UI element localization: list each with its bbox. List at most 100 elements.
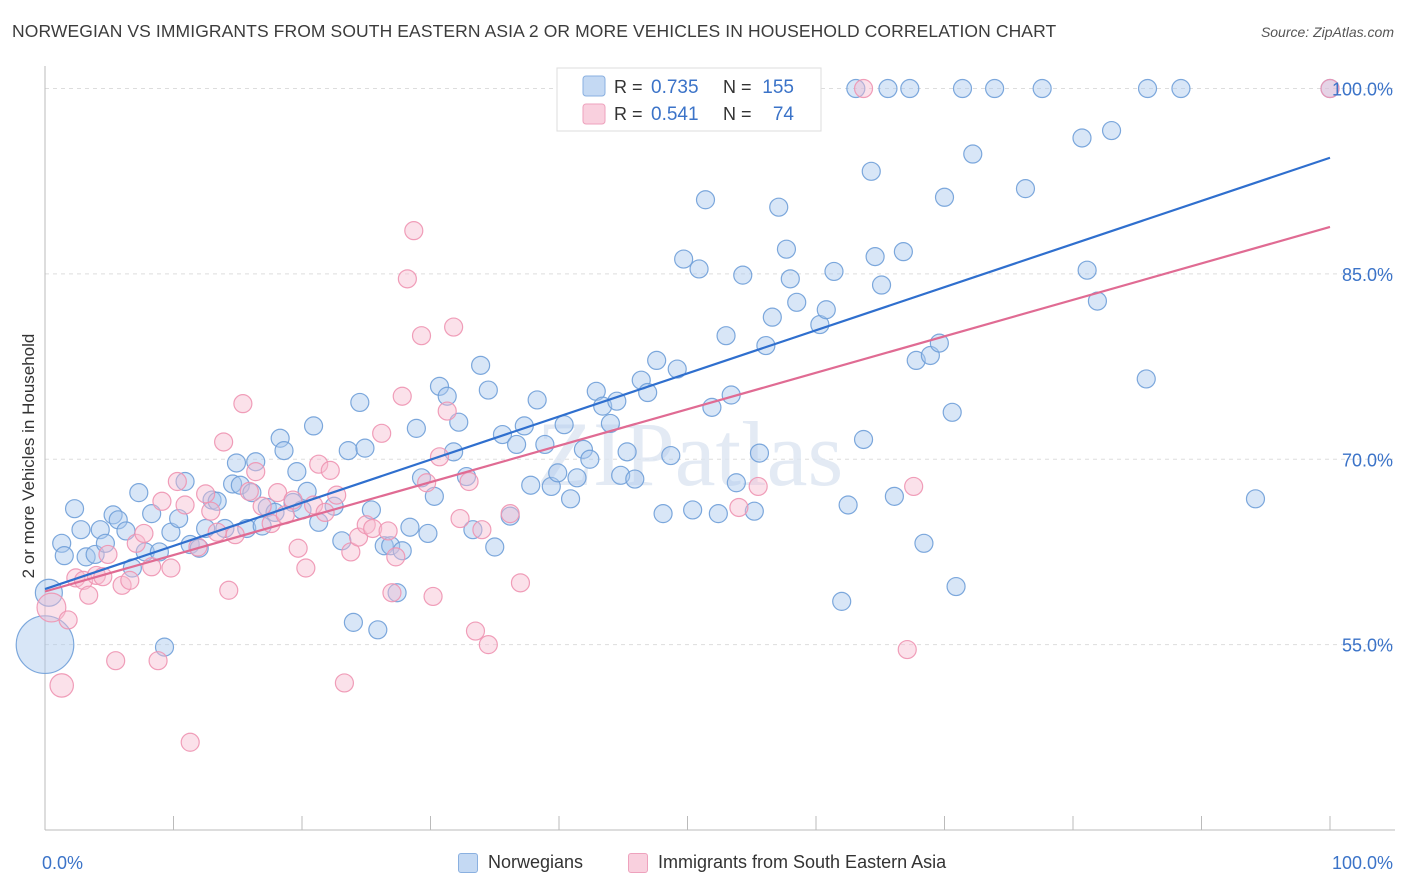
data-point-norwegians: [838, 495, 858, 515]
data-point-norwegians: [521, 475, 541, 495]
data-point-norwegians: [64, 499, 85, 519]
data-point-norwegians: [934, 187, 955, 207]
data-point-norwegians: [449, 412, 469, 432]
data-point-immigrants: [180, 732, 200, 752]
data-point-norwegians: [832, 591, 852, 611]
y-tick-label: 100.0%: [1332, 80, 1393, 100]
data-point-norwegians: [270, 428, 290, 448]
data-point-norwegians: [226, 453, 247, 473]
legend-n-label: N =: [723, 77, 752, 97]
data-point-norwegians: [653, 504, 673, 524]
data-point-norwegians: [853, 429, 874, 450]
data-point-immigrants: [500, 504, 520, 524]
data-point-immigrants: [459, 471, 479, 492]
data-point-norwegians: [580, 449, 600, 469]
data-point-immigrants: [106, 651, 126, 671]
data-point-norwegians: [437, 386, 457, 406]
data-point-norwegians: [733, 265, 753, 285]
data-point-immigrants: [437, 401, 457, 421]
legend-swatch-pink: [628, 852, 648, 873]
data-point-norwegians: [1077, 260, 1097, 280]
x-tick-labels: 0.0% 100.0%: [42, 853, 1393, 873]
data-point-norwegians: [946, 576, 966, 597]
legend-r-value-blue: 0.735: [651, 77, 699, 98]
data-point-norwegians: [674, 249, 694, 269]
axes: [44, 66, 1395, 831]
data-point-norwegians: [287, 462, 307, 482]
data-point-immigrants: [58, 610, 78, 630]
legend-item-immigrants[interactable]: Immigrants from South Eastern Asia: [628, 852, 946, 873]
data-point-immigrants: [161, 558, 181, 578]
x-tick-label: 100.0%: [1332, 853, 1393, 873]
data-point-norwegians: [667, 359, 687, 379]
legend-swatch-blue: [582, 75, 606, 97]
data-point-norwegians: [95, 533, 115, 553]
y-tick-label: 70.0%: [1342, 450, 1393, 470]
data-point-immigrants: [239, 481, 259, 501]
trend-line-norwegians: [44, 156, 1331, 591]
data-point-norwegians: [776, 239, 797, 259]
data-point-immigrants: [296, 558, 316, 578]
data-point-norwegians: [343, 612, 363, 632]
legend-label-norwegians: Norwegians: [488, 852, 584, 872]
legend-r-value-pink: 0.541: [651, 104, 699, 125]
data-point-norwegians: [471, 355, 491, 375]
data-point-immigrants: [378, 521, 398, 541]
grid-lines: [45, 88, 1395, 646]
data-point-norwegians: [942, 402, 962, 422]
data-point-immigrants: [267, 483, 288, 503]
data-point-immigrants: [341, 542, 361, 562]
data-point-norwegians: [52, 533, 72, 553]
data-point-immigrants: [175, 495, 195, 515]
data-point-norwegians: [769, 197, 789, 217]
data-point-norwegians: [952, 78, 973, 99]
data-point-norwegians: [506, 434, 527, 455]
data-point-norwegians: [1136, 369, 1156, 389]
data-point-norwegians: [689, 259, 709, 279]
data-point-immigrants: [853, 78, 874, 99]
trend-lines: [44, 156, 1331, 593]
data-point-norwegians: [1032, 78, 1052, 99]
data-point-immigrants: [472, 520, 492, 540]
data-point-norwegians: [695, 190, 716, 210]
data-point-norwegians: [749, 443, 770, 463]
data-point-immigrants: [120, 570, 140, 590]
series-legend: Norwegians Immigrants from South Eastern…: [0, 852, 1406, 878]
data-point-norwegians: [1137, 78, 1158, 99]
data-point-immigrants: [423, 586, 443, 607]
data-point-norwegians: [593, 396, 613, 416]
data-point-immigrants: [334, 673, 355, 693]
data-point-norwegians: [865, 247, 885, 267]
data-point-norwegians: [893, 242, 913, 262]
data-point-norwegians: [906, 350, 926, 371]
data-point-norwegians: [429, 376, 450, 396]
data-point-norwegians: [762, 307, 782, 327]
legend-label-immigrants: Immigrants from South Eastern Asia: [658, 852, 947, 872]
data-point-immigrants: [897, 639, 917, 660]
data-point-norwegians: [361, 500, 381, 520]
data-point-norwegians: [15, 615, 75, 675]
data-point-norwegians: [108, 510, 128, 530]
data-point-norwegians: [71, 520, 91, 540]
data-point-immigrants: [392, 386, 412, 406]
data-point-immigrants: [79, 585, 99, 605]
data-point-norwegians: [560, 489, 581, 509]
data-point-norwegians: [647, 350, 667, 371]
data-point-norwegians: [573, 439, 594, 459]
data-point-norwegians: [756, 335, 776, 356]
data-point-immigrants: [478, 635, 498, 655]
data-point-immigrants: [252, 496, 272, 516]
data-point-norwegians: [861, 161, 881, 181]
data-point-norwegians: [175, 471, 195, 492]
data-point-immigrants: [411, 326, 432, 346]
data-point-norwegians: [246, 452, 266, 472]
y-tick-label: 55.0%: [1342, 636, 1393, 656]
data-point-norwegians: [611, 465, 631, 485]
data-point-immigrants: [1320, 78, 1340, 99]
data-point-norwegians: [355, 438, 375, 458]
data-point-immigrants: [49, 673, 75, 698]
data-point-norwegians: [303, 416, 324, 436]
data-point-norwegians: [381, 536, 401, 556]
legend-item-norwegians[interactable]: Norwegians: [458, 852, 583, 873]
data-point-norwegians: [816, 300, 836, 320]
